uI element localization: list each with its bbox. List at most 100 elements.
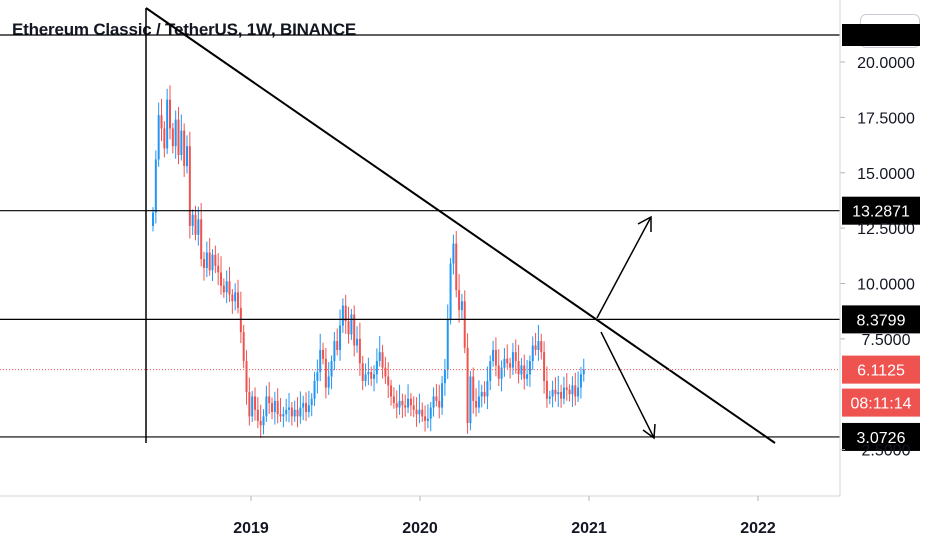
candle[interactable] [469,370,472,431]
candle[interactable] [582,358,585,382]
candle[interactable] [381,344,384,379]
candle[interactable] [401,393,404,418]
candle[interactable] [222,278,225,298]
candle[interactable] [373,365,376,392]
candle[interactable] [500,360,503,392]
candle[interactable] [523,354,526,390]
candle[interactable] [316,359,319,394]
candle[interactable] [231,289,234,314]
candle[interactable] [208,238,211,276]
candle[interactable] [214,245,217,274]
candle[interactable] [492,340,495,367]
candle[interactable] [455,231,458,298]
candle[interactable] [163,121,166,158]
candle[interactable] [171,122,174,154]
candle[interactable] [205,241,208,278]
candle[interactable] [571,376,574,407]
candle[interactable] [177,106,180,165]
candle[interactable] [574,372,577,406]
candle[interactable] [446,304,449,379]
triangle-upper-trendline[interactable] [145,7,776,444]
candle[interactable] [506,344,509,369]
candle[interactable] [548,390,551,405]
candle[interactable] [174,110,177,159]
candle[interactable] [489,355,492,391]
projection-arrow-up[interactable] [596,216,652,319]
candle[interactable] [384,356,387,384]
candle[interactable] [186,135,189,174]
candle[interactable] [577,371,580,403]
candle[interactable] [531,336,534,371]
candle[interactable] [421,402,424,422]
candle[interactable] [364,363,367,387]
candle[interactable] [378,335,381,367]
candle[interactable] [339,309,342,361]
candle[interactable] [443,359,446,396]
candle[interactable] [302,395,305,421]
candle[interactable] [424,405,427,432]
candle[interactable] [322,342,325,365]
candle[interactable] [494,337,497,377]
candle[interactable] [330,355,333,390]
candle[interactable] [458,273,461,323]
candle[interactable] [483,381,486,404]
candle[interactable] [324,347,327,399]
candle[interactable] [169,85,172,140]
candle[interactable] [256,397,259,429]
candle[interactable] [350,308,353,340]
candle[interactable] [432,387,435,417]
candle[interactable] [183,123,186,177]
candle[interactable] [528,355,531,387]
candle[interactable] [460,293,463,320]
candle[interactable] [296,397,299,428]
candle[interactable] [543,341,546,394]
candle[interactable] [503,347,506,377]
candle[interactable] [217,253,220,286]
candle[interactable] [517,344,520,384]
candle[interactable] [211,249,214,282]
candle[interactable] [452,234,455,275]
candle[interactable] [307,390,310,418]
candle[interactable] [520,358,523,380]
candle[interactable] [429,402,432,432]
candle[interactable] [188,131,191,239]
candle[interactable] [557,375,560,407]
candle[interactable] [404,394,407,417]
candle[interactable] [333,332,336,371]
candle[interactable] [248,377,251,426]
candle[interactable] [347,306,350,344]
candle[interactable] [288,393,291,423]
candle[interactable] [441,375,444,415]
candle[interactable] [540,333,543,360]
candle[interactable] [259,404,262,438]
candle[interactable] [370,366,373,387]
candle[interactable] [251,390,254,422]
candle[interactable] [271,397,274,420]
candle[interactable] [344,294,347,334]
candle[interactable] [262,409,265,435]
candle[interactable] [166,88,169,154]
candle[interactable] [511,343,514,375]
candle[interactable] [336,328,339,356]
candle[interactable] [568,384,571,402]
candle[interactable] [180,114,183,161]
candle[interactable] [313,371,316,406]
candle[interactable] [565,373,568,401]
candle[interactable] [160,98,163,142]
candle[interactable] [234,283,237,311]
candle[interactable] [356,326,359,353]
candle[interactable] [276,388,279,424]
candle[interactable] [472,367,475,414]
candle[interactable] [239,291,242,344]
candle[interactable] [268,382,271,414]
candle[interactable] [435,383,438,407]
candle[interactable] [438,384,441,419]
candle[interactable] [299,391,302,424]
candle[interactable] [398,384,401,415]
candle[interactable] [361,355,364,391]
candle[interactable] [418,393,421,424]
projection-arrow-down[interactable] [600,331,655,439]
candle[interactable] [228,266,231,302]
candle[interactable] [514,339,517,374]
candle[interactable] [200,203,203,267]
